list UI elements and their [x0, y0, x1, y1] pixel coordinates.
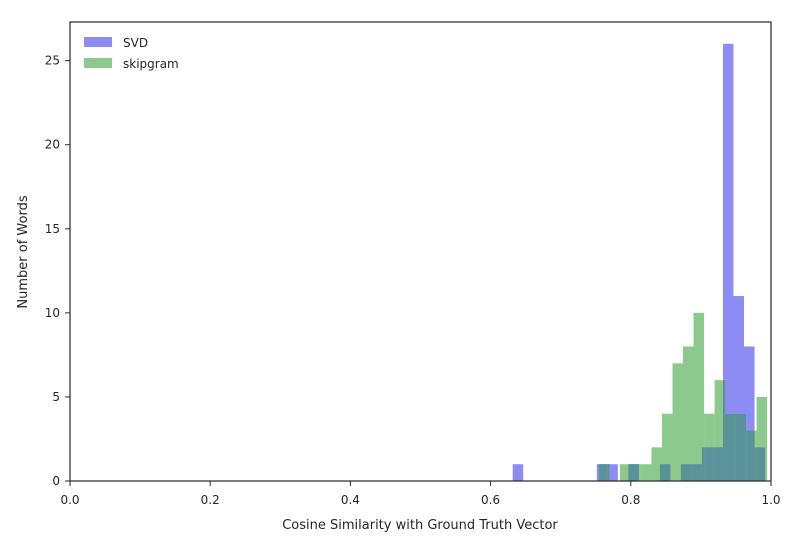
bar-svd-20 — [722, 43, 734, 481]
bar-overlap-8 — [691, 464, 694, 481]
bar-overlap-11 — [704, 447, 713, 481]
bar-svd-0 — [512, 464, 524, 481]
bar-overlap-9 — [693, 464, 702, 481]
y-axis-label: Number of Words — [16, 195, 31, 308]
bar-svd-22 — [744, 346, 755, 481]
x-axis-label: Cosine Similarity with Ground Truth Vect… — [282, 518, 558, 533]
bar-overlap-5 — [661, 464, 671, 481]
bar-skipgram-6 — [661, 413, 673, 481]
bar-overlap-6 — [680, 464, 684, 481]
bar-svd-21 — [733, 296, 745, 481]
bar-overlap-1 — [607, 464, 610, 481]
bar-skipgram-15 — [756, 396, 768, 481]
bar-skipgram-8 — [683, 346, 694, 481]
bar-overlap-12 — [712, 447, 715, 481]
bar-overlap-3 — [630, 464, 639, 481]
bar-overlap-20 — [754, 447, 757, 481]
legend: SVD skipgram — [84, 36, 179, 71]
bar-overlap-19 — [746, 430, 755, 481]
bar-skipgram-5 — [651, 447, 662, 481]
legend-label-svd: SVD — [123, 36, 148, 50]
y-ticks: 0 5 10 15 20 25 — [45, 54, 70, 488]
bar-overlap-21 — [756, 447, 766, 481]
x-tick-label: 0.2 — [201, 493, 220, 507]
y-tick-label: 0 — [52, 474, 60, 488]
legend-swatch-svd — [84, 37, 112, 47]
bar-overlap-18 — [744, 413, 747, 481]
plot-frame — [69, 21, 772, 482]
bar-overlap-16 — [733, 413, 736, 481]
bar-overlap-4 — [659, 464, 662, 481]
bars-layer — [512, 43, 768, 481]
bar-overlap-14 — [722, 380, 726, 481]
bar-overlap-10 — [701, 447, 705, 481]
bar-skipgram-2 — [619, 464, 631, 481]
x-tick-label: 0.4 — [341, 493, 360, 507]
legend-swatch-skipgram — [84, 58, 112, 68]
bar-skipgram-9 — [693, 312, 705, 481]
bar-svd-9 — [607, 464, 618, 481]
y-tick-label: 25 — [45, 54, 60, 68]
x-tick-label: 0.0 — [60, 493, 79, 507]
bar-skipgram-11 — [714, 380, 726, 481]
x-tick-label: 0.6 — [481, 493, 500, 507]
bar-overlap-0 — [598, 464, 608, 481]
y-tick-label: 10 — [45, 306, 60, 320]
bar-overlap-15 — [725, 413, 734, 481]
bar-overlap-7 — [683, 464, 692, 481]
bar-overlap-2 — [628, 464, 631, 481]
bar-overlap-13 — [714, 447, 723, 481]
bar-skipgram-7 — [672, 363, 684, 481]
y-tick-label: 5 — [52, 390, 60, 404]
y-tick-label: 20 — [45, 138, 60, 152]
x-tick-label: 0.8 — [621, 493, 640, 507]
bar-skipgram-4 — [640, 464, 652, 481]
x-tick-label: 1.0 — [761, 493, 780, 507]
legend-label-skipgram: skipgram — [123, 57, 179, 71]
x-ticks: 0.0 0.2 0.4 0.6 0.8 1.0 — [60, 481, 781, 507]
bar-overlap-17 — [735, 413, 745, 481]
y-tick-label: 15 — [45, 222, 60, 236]
